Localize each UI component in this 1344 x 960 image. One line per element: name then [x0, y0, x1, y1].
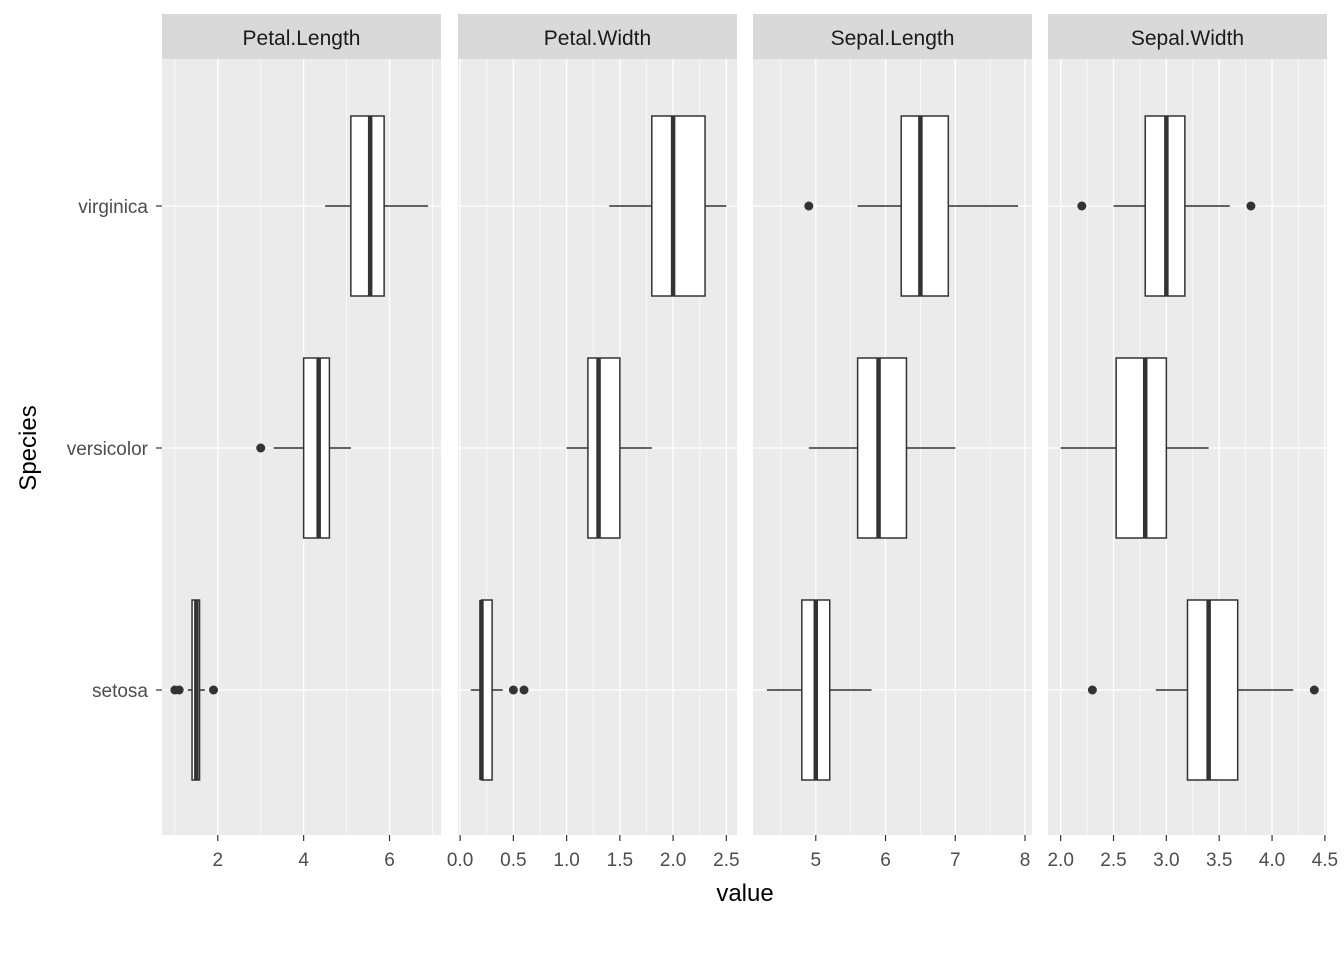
y-axis: setosa versicolor virginica [67, 197, 162, 702]
box [651, 115, 706, 297]
x-tick-label: 1.5 [607, 850, 633, 871]
outlier-point [1077, 201, 1087, 211]
facet-panel-sepal-length: Sepal.Length 5 6 7 8 [753, 14, 1032, 871]
outlier-point [1246, 201, 1256, 211]
y-axis-title: Species [15, 405, 42, 490]
x-tick-label: 2 [213, 850, 224, 871]
x-tick-label: 2.5 [1100, 850, 1126, 871]
box [1115, 357, 1168, 539]
y-tick-label-versicolor: versicolor [67, 439, 149, 460]
box [900, 115, 950, 297]
outlier-point [519, 685, 529, 695]
boxplot-virginica [325, 115, 429, 297]
outlier-point [1309, 685, 1319, 695]
facet-strip-label: Petal.Length [243, 27, 361, 50]
x-tick-label: 1.0 [553, 850, 579, 871]
boxplot-virginica [804, 115, 1019, 297]
box [587, 357, 621, 539]
outlier-point [256, 443, 266, 453]
boxplot-setosa [1087, 599, 1319, 781]
x-tick-label: 4.5 [1312, 850, 1338, 871]
outlier-point [804, 201, 814, 211]
boxplot-versicolor [1060, 357, 1209, 539]
x-tick-label: 5 [810, 850, 821, 871]
box [350, 115, 385, 297]
x-tick-label: 4.0 [1259, 850, 1285, 871]
outlier-point [1087, 685, 1097, 695]
boxplot-setosa [766, 599, 872, 781]
box [1186, 599, 1239, 781]
boxplot-versicolor [566, 357, 652, 539]
x-tick-label: 6 [880, 850, 891, 871]
x-tick-label: 3.5 [1206, 850, 1232, 871]
boxplot-versicolor [256, 357, 351, 539]
boxplot-setosa [470, 599, 529, 781]
x-tick-label: 2.0 [660, 850, 686, 871]
y-tick-label-virginica: virginica [78, 197, 148, 218]
boxplot-virginica [1077, 115, 1256, 297]
outlier-point [174, 685, 184, 695]
x-tick-label: 8 [1020, 850, 1031, 871]
facet-panel-petal-width: Petal.Width 0.0 0.5 1.0 1.5 2.0 2.5 [447, 14, 740, 871]
x-tick-label: 4 [298, 850, 309, 871]
y-tick-label-setosa: setosa [92, 681, 148, 702]
facet-panel-petal-length: Petal.Length 2 4 6 [162, 14, 441, 871]
facet-strip-label: Petal.Width [544, 27, 651, 50]
facet-strip [458, 14, 737, 59]
x-axis-title: value [716, 880, 773, 907]
x-tick-label: 2.0 [1047, 850, 1073, 871]
facet-panels: Petal.Length 2 4 6 Petal.Width 0.0 0.5 1.0 1.5 2.… [162, 14, 1338, 871]
facet-strip-label: Sepal.Length [831, 27, 955, 50]
outlier-point [209, 685, 219, 695]
x-tick-label: 3.0 [1153, 850, 1179, 871]
outlier-point [508, 685, 518, 695]
panel-background [162, 59, 441, 835]
x-tick-label: 7 [950, 850, 961, 871]
box [856, 357, 908, 539]
facet-strip [162, 14, 441, 59]
facet-strip [753, 14, 1032, 59]
x-tick-label: 2.5 [713, 850, 739, 871]
facet-strip-label: Sepal.Width [1131, 27, 1244, 50]
facet-strip [1048, 14, 1327, 59]
boxplot-versicolor [808, 357, 956, 539]
x-tick-label: 6 [384, 850, 395, 871]
boxplot-virginica [609, 115, 727, 297]
boxplot-setosa [170, 599, 219, 781]
x-tick-label: 0.0 [447, 850, 473, 871]
facet-panel-sepal-width: Sepal.Width 2.0 2.5 3.0 3.5 4.0 4.5 [1047, 14, 1338, 871]
x-tick-label: 0.5 [500, 850, 526, 871]
